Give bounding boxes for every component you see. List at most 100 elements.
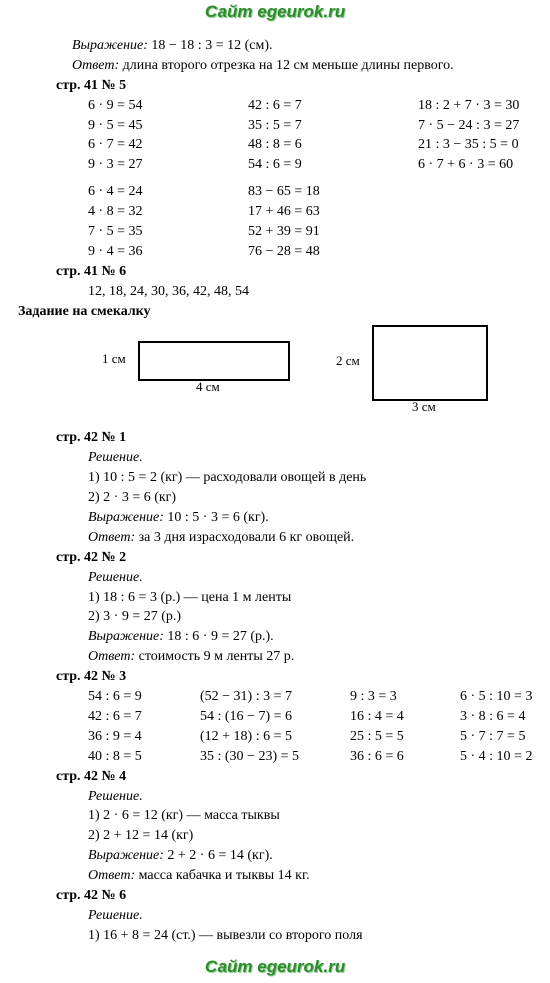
cell: 76 − 28 = 48 <box>248 243 418 262</box>
cell: 25 : 5 = 5 <box>350 728 460 747</box>
table-row: 9 · 5 = 4535 : 5 = 77 · 5 − 24 : 3 = 27 <box>56 117 540 136</box>
cell: 3 · 8 : 6 = 4 <box>460 708 550 727</box>
cell: 7 · 5 − 24 : 3 = 27 <box>418 117 550 136</box>
table-row: 6 · 9 = 5442 : 6 = 718 : 2 + 7 · 3 = 30 <box>56 97 540 116</box>
cell: 9 · 4 = 36 <box>88 243 248 262</box>
table-row: 9 · 3 = 2754 : 6 = 96 · 7 + 6 · 3 = 60 <box>56 156 540 175</box>
solution-label: Решение. <box>56 569 540 588</box>
table-row: 6 · 7 = 4248 : 8 = 621 : 3 − 35 : 5 = 0 <box>56 136 540 155</box>
table-row: 9 · 4 = 3676 − 28 = 48 <box>56 243 540 262</box>
rect1-h-label: 1 см <box>102 351 126 367</box>
answer: Ответ: за 3 дня израсходовали 6 кг овоще… <box>56 529 540 548</box>
heading-p42n3: стр. 42 № 3 <box>56 668 540 687</box>
cell: 36 : 9 = 4 <box>88 728 200 747</box>
cell: (52 − 31) : 3 = 7 <box>200 688 350 707</box>
rect1-w-label: 4 см <box>196 379 220 395</box>
rect-2 <box>372 325 488 401</box>
cell: 17 + 46 = 63 <box>248 203 418 222</box>
answer: Ответ: стоимость 9 м ленты 27 р. <box>56 648 540 667</box>
cell: 48 : 8 = 6 <box>248 136 418 155</box>
cell: 42 : 6 = 7 <box>88 708 200 727</box>
sequence: 12, 18, 24, 30, 36, 42, 48, 54 <box>56 283 540 302</box>
answer-value: стоимость 9 м ленты 27 р. <box>135 649 294 664</box>
expression: Выражение: 2 + 2 · 6 = 14 (кг). <box>56 847 540 866</box>
answer-label: Ответ: <box>72 58 119 73</box>
table-row: 7 · 5 = 3552 + 39 = 91 <box>56 223 540 242</box>
rect-1 <box>138 341 290 381</box>
expr-value: 18 − 18 : 3 = 12 (см). <box>148 38 273 53</box>
cell: 4 · 8 = 32 <box>88 203 248 222</box>
answer-label: Ответ: <box>88 868 135 883</box>
top-answer: Ответ: длина второго отрезка на 12 см ме… <box>56 57 540 76</box>
cell: 5 · 4 : 10 = 2 <box>460 748 550 767</box>
expr-value: 18 : 6 · 9 = 27 (р.). <box>164 629 274 644</box>
solution-label: Решение. <box>56 449 540 468</box>
solution-label: Решение. <box>56 788 540 807</box>
heading-p42n2: стр. 42 № 2 <box>56 549 540 568</box>
rectangles-diagram: 1 см 4 см 2 см 3 см <box>18 325 540 421</box>
cell: 9 : 3 = 3 <box>350 688 460 707</box>
expr-label: Выражение: <box>88 848 164 863</box>
cell: 7 · 5 = 35 <box>88 223 248 242</box>
cell: 83 − 65 = 18 <box>248 183 418 202</box>
table-row: 6 · 4 = 2483 − 65 = 18 <box>56 183 540 202</box>
expr-label: Выражение: <box>88 510 164 525</box>
site-header: Сайт egeurok.ru <box>0 2 550 22</box>
answer-label: Ответ: <box>88 530 135 545</box>
cell: 42 : 6 = 7 <box>248 97 418 116</box>
cell: 9 · 3 = 27 <box>88 156 248 175</box>
cell: 6 · 5 : 10 = 3 <box>460 688 550 707</box>
answer-value: за 3 дня израсходовали 6 кг овощей. <box>135 530 354 545</box>
site-footer: Сайт egeurok.ru <box>0 957 550 977</box>
expr-label: Выражение: <box>88 629 164 644</box>
expr-label: Выражение: <box>72 38 148 53</box>
rect2-w-label: 3 см <box>412 399 436 415</box>
rect2-h-label: 2 см <box>336 353 360 369</box>
solution-line: 2) 2 · 3 = 6 (кг) <box>56 489 540 508</box>
expression: Выражение: 18 : 6 · 9 = 27 (р.). <box>56 628 540 647</box>
solution-line: 2) 3 · 9 = 27 (р.) <box>56 608 540 627</box>
solution-line: 1) 16 + 8 = 24 (ст.) — вывезли со второг… <box>56 927 540 946</box>
page-content: Выражение: 18 − 18 : 3 = 12 (см). Ответ:… <box>0 28 550 955</box>
cell: 52 + 39 = 91 <box>248 223 418 242</box>
answer-label: Ответ: <box>88 649 135 664</box>
cell: 6 · 9 = 54 <box>88 97 248 116</box>
answer-value: длина второго отрезка на 12 см меньше дл… <box>119 58 454 73</box>
table-row: 4 · 8 = 3217 + 46 = 63 <box>56 203 540 222</box>
cell: 40 : 8 = 5 <box>88 748 200 767</box>
cell: 36 : 6 = 6 <box>350 748 460 767</box>
cell: 6 · 7 = 42 <box>88 136 248 155</box>
table-row: 40 : 8 = 535 : (30 − 23) = 536 : 6 = 65 … <box>56 748 540 767</box>
table-row: 54 : 6 = 9(52 − 31) : 3 = 79 : 3 = 36 · … <box>56 688 540 707</box>
cell: 35 : 5 = 7 <box>248 117 418 136</box>
heading-p42n4: стр. 42 № 4 <box>56 768 540 787</box>
cell: 9 · 5 = 45 <box>88 117 248 136</box>
solution-line: 1) 10 : 5 = 2 (кг) — расходовали овощей … <box>56 469 540 488</box>
heading-smekalku: Задание на смекалку <box>18 303 540 322</box>
cell: 16 : 4 = 4 <box>350 708 460 727</box>
top-expression: Выражение: 18 − 18 : 3 = 12 (см). <box>56 37 540 56</box>
cell: (12 + 18) : 6 = 5 <box>200 728 350 747</box>
expr-value: 2 + 2 · 6 = 14 (кг). <box>164 848 273 863</box>
answer-value: масса кабачка и тыквы 14 кг. <box>135 868 310 883</box>
cell: 54 : 6 = 9 <box>248 156 418 175</box>
cell: 21 : 3 − 35 : 5 = 0 <box>418 136 550 155</box>
cell: 18 : 2 + 7 · 3 = 30 <box>418 97 550 116</box>
cell: 54 : (16 − 7) = 6 <box>200 708 350 727</box>
table-row: 36 : 9 = 4(12 + 18) : 6 = 525 : 5 = 55 ·… <box>56 728 540 747</box>
heading-p42n1: стр. 42 № 1 <box>56 429 540 448</box>
answer: Ответ: масса кабачка и тыквы 14 кг. <box>56 867 540 886</box>
cell: 6 · 4 = 24 <box>88 183 248 202</box>
cell: 5 · 7 : 7 = 5 <box>460 728 550 747</box>
table-row: 42 : 6 = 754 : (16 − 7) = 616 : 4 = 43 ·… <box>56 708 540 727</box>
expr-value: 10 : 5 · 3 = 6 (кг). <box>164 510 269 525</box>
expression: Выражение: 10 : 5 · 3 = 6 (кг). <box>56 509 540 528</box>
heading-p42n6: стр. 42 № 6 <box>56 887 540 906</box>
cell: 6 · 7 + 6 · 3 = 60 <box>418 156 550 175</box>
solution-line: 1) 18 : 6 = 3 (р.) — цена 1 м ленты <box>56 589 540 608</box>
solution-line: 1) 2 · 6 = 12 (кг) — масса тыквы <box>56 807 540 826</box>
cell: 54 : 6 = 9 <box>88 688 200 707</box>
solution-line: 2) 2 + 12 = 14 (кг) <box>56 827 540 846</box>
cell: 35 : (30 − 23) = 5 <box>200 748 350 767</box>
heading-p41n6: стр. 41 № 6 <box>56 263 540 282</box>
